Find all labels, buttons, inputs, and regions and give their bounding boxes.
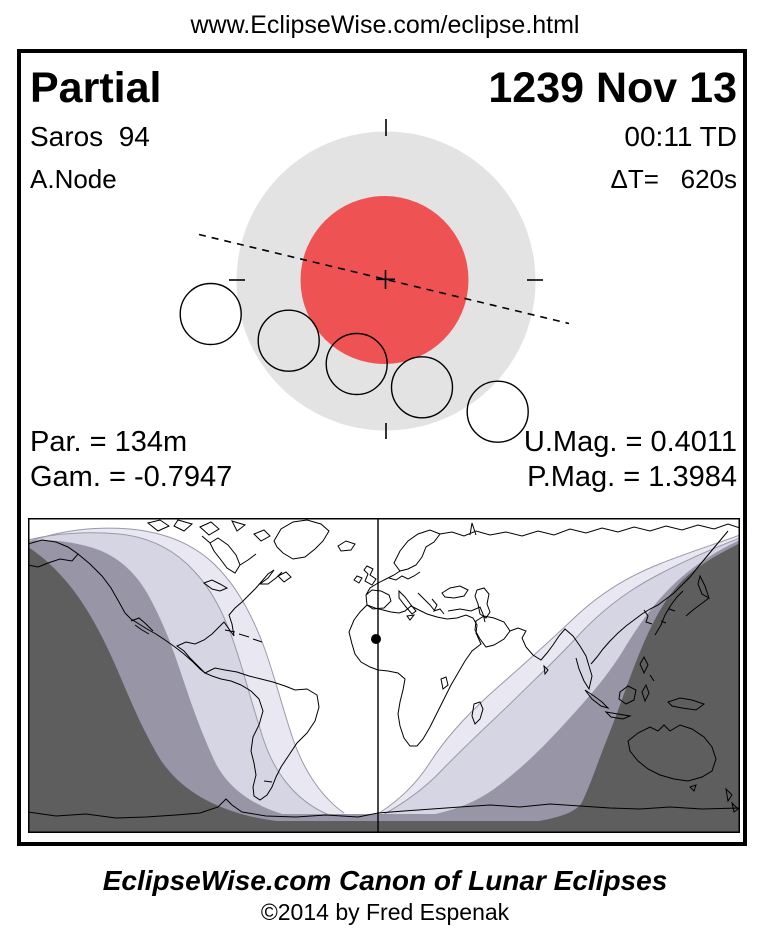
partial-duration-label: Par. = 134m [30,426,188,458]
penumbral-magnitude-label: P.Mag. = 1.3984 [527,461,737,493]
node-label: A.Node [30,164,117,194]
delta-t-label: ΔT= 620s [610,164,737,194]
url-header: www.EclipseWise.com/eclipse.html [190,11,580,39]
footer-title: EclipseWise.com Canon of Lunar Eclipses [102,865,668,896]
gamma-label: Gam. = -0.7947 [30,461,233,493]
eclipse-type-label: Partial [30,64,162,112]
eclipse-date-label: 1239 Nov 13 [488,64,737,112]
greatest-time-label: 00:11 TD [624,121,737,152]
footer-copyright: ©2014 by Fred Espenak [260,899,510,925]
saros-label: Saros 94 [30,121,150,152]
umbral-magnitude-label: U.Mag. = 0.4011 [523,426,737,458]
eclipse-card-border [17,49,747,846]
